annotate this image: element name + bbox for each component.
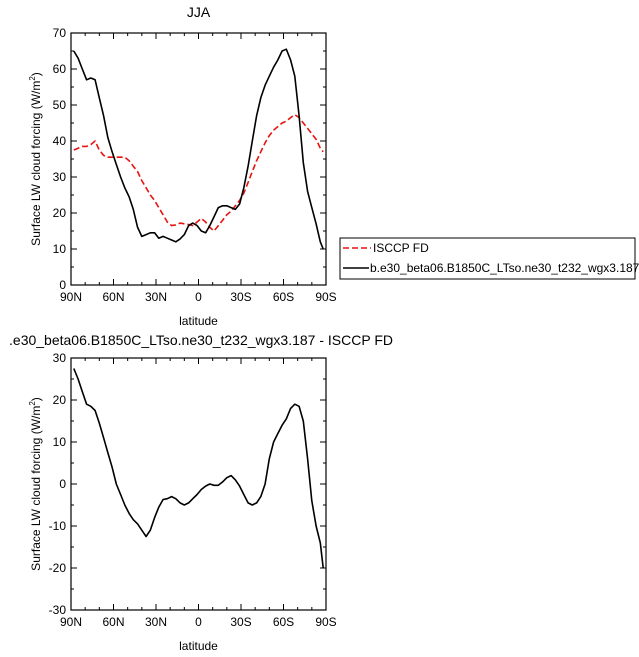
top-panel-y-axis-label-main: Surface LW cloud forcing (W/m bbox=[29, 81, 43, 246]
bottom-panel-y-tick-label: -10 bbox=[49, 519, 67, 533]
top-panel-y-axis-label: Surface LW cloud forcing (W/m2) bbox=[28, 72, 43, 246]
bottom-panel-x-tick-label: 90N bbox=[60, 615, 82, 629]
legend-label-isccp: ISCCP FD bbox=[373, 241, 429, 255]
bottom-panel-y-tick-label: -20 bbox=[49, 561, 67, 575]
bottom-panel-y-axis-label-tail: ) bbox=[29, 397, 43, 401]
bottom-panel-series-line-0 bbox=[73, 368, 324, 569]
top-panel-x-tick-label: 30N bbox=[145, 290, 167, 304]
bottom-panel-x-axis-label: latitude bbox=[179, 639, 218, 653]
top-panel-x-tick-label: 30S bbox=[230, 290, 251, 304]
top-panel-x-tick-label: 90N bbox=[60, 290, 82, 304]
bottom-panel-title: .e30_beta06.B1850C_LTso.ne30_t232_wgx3.1… bbox=[9, 332, 393, 348]
bottom-panel: .e30_beta06.B1850C_LTso.ne30_t232_wgx3.1… bbox=[9, 332, 393, 653]
top-panel-ticks: 90N 60N 30N 0 30S 60S 90S 0 10 20 30 40 50 60 70 bbox=[53, 26, 337, 304]
top-panel-y-axis-label-tail: ) bbox=[29, 72, 43, 76]
bottom-panel-x-tick-label: 60N bbox=[102, 615, 124, 629]
bottom-panel-y-tick-label: 0 bbox=[59, 477, 66, 491]
bottom-panel-y-axis-label: Surface LW cloud forcing (W/m2) bbox=[28, 397, 43, 571]
top-panel-series-line-0 bbox=[73, 113, 324, 232]
bottom-panel-x-tick-label: 90S bbox=[315, 615, 336, 629]
top-panel-plot-frame bbox=[70, 32, 327, 286]
bottom-panel-y-tick-label: 30 bbox=[53, 351, 67, 365]
top-panel-x-tick-label: 60S bbox=[273, 290, 294, 304]
bottom-panel-plot-frame bbox=[70, 357, 327, 611]
top-panel-x-tick-label: 60N bbox=[102, 290, 124, 304]
top-panel-y-tick-label: 30 bbox=[53, 170, 67, 184]
top-panel-title: JJA bbox=[187, 4, 211, 20]
top-panel-x-tick-label: 0 bbox=[195, 290, 202, 304]
bottom-panel-data-lines bbox=[73, 368, 324, 569]
bottom-panel-x-tick-label: 30N bbox=[145, 615, 167, 629]
legend: ISCCP FD b.e30_beta06.B1850C_LTso.ne30_t… bbox=[339, 237, 639, 280]
top-panel-x-tick-label: 90S bbox=[315, 290, 336, 304]
bottom-panel-x-tick-label: 30S bbox=[230, 615, 251, 629]
legend-box bbox=[339, 237, 636, 280]
bottom-panel-y-tick-label: -30 bbox=[49, 603, 67, 617]
legend-label-model: b.e30_beta06.B1850C_LTso.ne30_t232_wgx3.… bbox=[370, 261, 639, 275]
top-panel-series-line-1 bbox=[73, 48, 324, 250]
top-panel-data-lines bbox=[73, 48, 324, 250]
top-panel-y-axis-label-superscript: 2 bbox=[28, 76, 37, 81]
top-panel-y-tick-label: 70 bbox=[53, 26, 67, 40]
top-panel: JJA 90N 60N 30N 0 30S 60S 90S 0 10 20 30 40 50 60 70 l… bbox=[28, 4, 639, 328]
bottom-panel-y-axis-label-superscript: 2 bbox=[28, 401, 37, 406]
top-panel-y-tick-label: 10 bbox=[53, 242, 67, 256]
bottom-panel-y-axis-label-main: Surface LW cloud forcing (W/m bbox=[29, 406, 43, 571]
top-panel-x-axis-label: latitude bbox=[179, 314, 218, 328]
top-panel-y-tick-label: 20 bbox=[53, 206, 67, 220]
top-panel-y-tick-label: 0 bbox=[59, 278, 66, 292]
bottom-panel-y-tick-label: 20 bbox=[53, 393, 67, 407]
bottom-panel-x-tick-label: 60S bbox=[273, 615, 294, 629]
bottom-panel-ticks: 90N 60N 30N 0 30S 60S 90S -30 -20 -10 0 10 20 30 bbox=[49, 351, 337, 629]
bottom-panel-x-tick-label: 0 bbox=[195, 615, 202, 629]
bottom-panel-y-tick-label: 10 bbox=[53, 435, 67, 449]
top-panel-y-tick-label: 40 bbox=[53, 134, 67, 148]
top-panel-y-tick-label: 60 bbox=[53, 62, 67, 76]
top-panel-y-tick-label: 50 bbox=[53, 98, 67, 112]
